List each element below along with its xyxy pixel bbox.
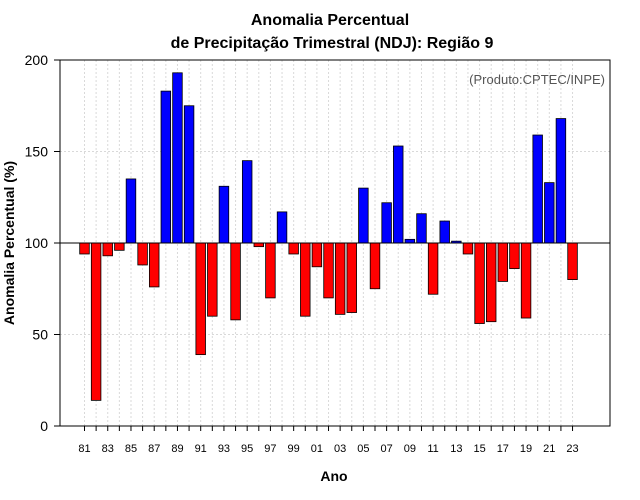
bar-97 <box>265 242 276 299</box>
x-tick-label: 83 <box>102 443 114 455</box>
bars <box>79 72 578 401</box>
bar-08 <box>393 145 404 244</box>
bar-85 <box>125 178 137 244</box>
bar-20 <box>532 134 543 244</box>
bar-18 <box>509 242 520 270</box>
x-tick-label: 13 <box>450 443 462 455</box>
y-axis: 0 50 100 150 200 <box>25 52 60 434</box>
x-tick-label: 81 <box>78 443 90 455</box>
bar-19 <box>520 242 532 319</box>
y-tick-label: 0 <box>40 418 48 434</box>
bar-22 <box>555 118 567 244</box>
x-tick-label: 11 <box>427 443 438 455</box>
bar-84 <box>114 242 125 251</box>
bar-98 <box>276 211 288 244</box>
bar-95 <box>241 160 253 244</box>
bar-81 <box>79 242 90 255</box>
bar-23 <box>567 242 578 280</box>
bar-87 <box>149 242 160 288</box>
y-tick-label: 200 <box>25 52 49 68</box>
x-tick-label: 89 <box>171 443 183 455</box>
x-axis-title: Ano <box>320 468 347 484</box>
bar-02 <box>323 242 334 299</box>
bar-92 <box>207 242 218 317</box>
bar-89 <box>172 72 183 244</box>
chart-title-line2: de Precipitação Trimestral (NDJ): Região… <box>171 35 494 52</box>
bar-11 <box>427 242 439 295</box>
bar-14 <box>462 242 474 255</box>
bar-12 <box>439 220 450 244</box>
bar-83 <box>102 242 113 257</box>
bar-82 <box>90 242 102 401</box>
bar-86 <box>137 242 148 266</box>
bar-94 <box>230 242 241 321</box>
bar-01 <box>311 242 323 268</box>
x-tick-label: 15 <box>473 443 485 455</box>
bar-99 <box>288 242 299 255</box>
bar-04 <box>346 242 357 313</box>
bar-15 <box>474 242 485 324</box>
x-axis: 81 83 85 87 89 91 93 95 97 99 01 03 05 07 09 11 13 15 17 19… <box>78 426 579 455</box>
y-tick-label: 50 <box>32 327 48 343</box>
y-tick-label: 100 <box>25 235 49 251</box>
x-tick-label: 05 <box>357 443 369 455</box>
x-tick-label: 21 <box>543 443 555 455</box>
bar-03 <box>334 242 346 315</box>
bar-91 <box>195 242 206 356</box>
bar-17 <box>497 242 509 282</box>
x-tick-label: 01 <box>311 443 323 455</box>
bar-90 <box>183 105 195 244</box>
bar-00 <box>300 242 311 317</box>
x-tick-label: 87 <box>148 443 160 455</box>
x-tick-label: 03 <box>334 443 346 455</box>
gridlines <box>60 60 610 426</box>
chart-title-line1: Anomalia Percentual <box>251 12 409 29</box>
x-tick-label: 93 <box>218 443 230 455</box>
x-tick-label: 91 <box>195 443 207 455</box>
credit-label: (Produto:CPTEC/INPE) <box>469 72 605 87</box>
bar-09 <box>404 238 416 244</box>
x-tick-label: 07 <box>380 443 392 455</box>
bar-06 <box>369 242 381 290</box>
y-tick-label: 150 <box>25 144 49 160</box>
x-tick-label: 09 <box>404 443 416 455</box>
y-axis-title: Anomalia Percentual (%) <box>1 161 17 325</box>
x-tick-label: 95 <box>241 443 253 455</box>
bar-16 <box>485 242 497 323</box>
bar-07 <box>381 202 392 244</box>
x-tick-label: 19 <box>520 443 532 455</box>
bar-93 <box>218 185 230 244</box>
bar-88 <box>160 90 172 244</box>
x-tick-label: 23 <box>566 443 578 455</box>
x-tick-label: 17 <box>497 443 509 455</box>
x-tick-label: 85 <box>125 443 137 455</box>
bar-96 <box>253 242 265 248</box>
x-tick-label: 97 <box>264 443 276 455</box>
bar-21 <box>544 182 555 244</box>
bar-10 <box>416 213 427 244</box>
x-tick-label: 99 <box>288 443 300 455</box>
bar-05 <box>358 187 369 244</box>
